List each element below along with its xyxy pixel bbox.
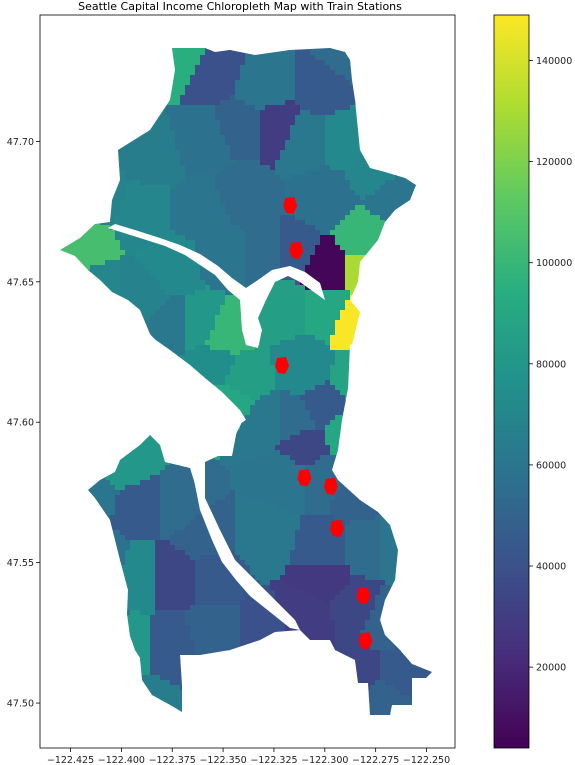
y-axis: 47.50 47.55 47.60 47.65 47.70 bbox=[7, 137, 40, 710]
train-stations-layer bbox=[275, 196, 373, 650]
train-station-marker bbox=[283, 196, 298, 214]
train-station-marker bbox=[323, 477, 338, 495]
train-station-marker bbox=[356, 587, 371, 605]
x-tick-label: −122.300 bbox=[301, 755, 348, 765]
train-station-marker bbox=[289, 241, 304, 259]
x-tick-label: −122.425 bbox=[47, 755, 94, 765]
train-station-marker bbox=[358, 632, 373, 650]
x-tick-label: −122.350 bbox=[199, 755, 246, 765]
colorbar-tick-label: 120000 bbox=[536, 157, 572, 168]
x-axis: −122.425 −122.400 −122.375 −122.350 −122.325… bbox=[47, 748, 450, 765]
colorbar: 20000 40000 60000 80000 100000 120000 140000 bbox=[493, 14, 572, 749]
colorbar-tick-label: 100000 bbox=[536, 258, 572, 269]
y-tick-label: 47.70 bbox=[7, 137, 34, 148]
train-station-marker bbox=[297, 469, 312, 487]
y-tick-label: 47.65 bbox=[7, 277, 34, 288]
y-tick-label: 47.50 bbox=[7, 699, 34, 710]
chart-title: Seattle Capital Income Chloropleth Map w… bbox=[78, 0, 402, 13]
x-tick-label: −122.250 bbox=[403, 755, 450, 765]
y-tick-label: 47.60 bbox=[7, 418, 34, 429]
y-tick-label: 47.55 bbox=[7, 558, 34, 569]
x-tick-label: −122.275 bbox=[352, 755, 399, 765]
train-station-marker bbox=[330, 519, 345, 537]
x-tick-label: −122.325 bbox=[250, 755, 297, 765]
train-station-marker bbox=[275, 357, 290, 375]
colorbar-tick-label: 40000 bbox=[536, 562, 566, 573]
x-tick-label: −122.375 bbox=[149, 755, 196, 765]
colorbar-tick-label: 20000 bbox=[536, 663, 566, 674]
colorbar-tick-label: 140000 bbox=[536, 56, 572, 67]
colorbar-tick-label: 80000 bbox=[536, 359, 566, 370]
colorbar-gradient bbox=[493, 14, 530, 749]
colorbar-tick-label: 60000 bbox=[536, 460, 566, 471]
x-tick-label: −122.400 bbox=[98, 755, 145, 765]
water-bodies bbox=[108, 224, 362, 630]
